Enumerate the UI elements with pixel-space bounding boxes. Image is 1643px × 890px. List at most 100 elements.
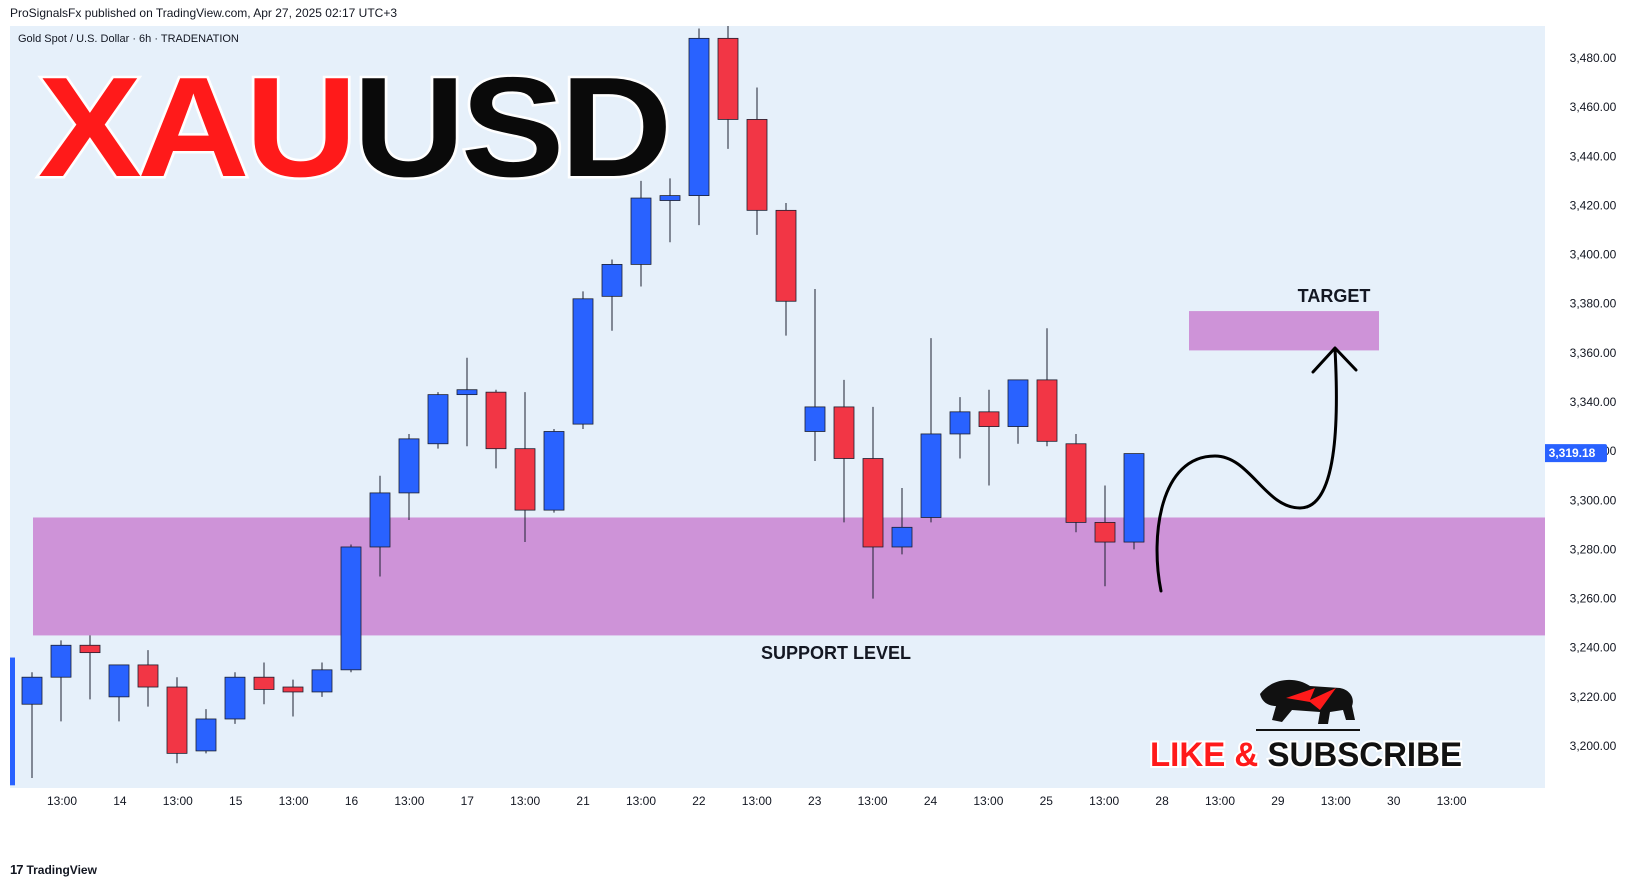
time-tick-label: 13:00 <box>163 794 193 808</box>
candle-body <box>1094 521 1116 543</box>
price-tick-label: 3,380.00 <box>1570 297 1617 311</box>
candle <box>79 635 101 700</box>
candle-body <box>311 669 333 693</box>
target-zone <box>1189 311 1379 351</box>
price-tick-label: 3,440.00 <box>1570 149 1617 163</box>
time-tick-label: 13:00 <box>1321 794 1351 808</box>
time-axis-bg <box>10 788 1545 816</box>
current-price-tag <box>1545 444 1607 463</box>
candle <box>1007 379 1029 444</box>
candle-body <box>514 448 536 511</box>
candlestick-chart[interactable]: 13:00 14 13:00 15 13:00 16 13:00 17 13:00 21 13:00… <box>10 26 1545 816</box>
candle-body <box>833 406 855 459</box>
price-tick-label: 3,260.00 <box>1570 592 1617 606</box>
candle-body <box>891 526 913 548</box>
candle-body <box>775 209 797 302</box>
candle <box>1036 328 1058 447</box>
candle-body <box>282 686 304 693</box>
candle <box>717 26 739 149</box>
candle-body <box>108 664 130 698</box>
time-tick-label: 13:00 <box>394 794 424 808</box>
candle-body <box>978 411 1000 427</box>
time-tick-label: 14 <box>113 794 127 808</box>
time-tick-label: 13:00 <box>47 794 77 808</box>
candle-body <box>1123 453 1145 543</box>
candle <box>137 650 159 707</box>
chart-area[interactable]: Gold Spot / U.S. Dollar · 6h · TRADENATI… <box>10 26 1545 816</box>
time-tick-label: 23 <box>808 794 822 808</box>
footer-brand[interactable]: 17 TradingView <box>10 862 97 877</box>
candle <box>514 392 536 543</box>
price-tick-label: 3,360.00 <box>1570 346 1617 360</box>
time-tick-label: 25 <box>1040 794 1054 808</box>
candle <box>688 28 710 226</box>
candle-body <box>659 195 681 201</box>
candle-body <box>688 37 710 196</box>
publish-header: ProSignalsFx published on TradingView.co… <box>10 6 398 20</box>
candle-body <box>543 431 565 511</box>
candle <box>630 180 652 287</box>
price-tick-label: 3,240.00 <box>1570 641 1617 655</box>
bull-body <box>1260 679 1355 724</box>
candle-body <box>1065 443 1087 523</box>
price-tick-label: 3,280.00 <box>1570 542 1617 556</box>
candle <box>1065 433 1087 533</box>
candle <box>166 677 188 764</box>
time-tick-label: 13:00 <box>626 794 656 808</box>
support-zone <box>33 517 1545 636</box>
candle <box>920 338 942 523</box>
time-tick-label: 16 <box>345 794 359 808</box>
candle <box>804 288 826 461</box>
ampersand: & <box>1234 736 1267 774</box>
candle-body <box>166 686 188 754</box>
partial-candle <box>10 657 15 786</box>
target-label: TARGET <box>1298 286 1371 306</box>
candle-body <box>862 458 884 548</box>
time-tick-label: 21 <box>576 794 590 808</box>
price-tick-label: 3,420.00 <box>1570 198 1617 212</box>
candle-body <box>949 411 971 435</box>
candle-body <box>630 197 652 265</box>
candle-body <box>21 676 43 705</box>
time-tick-label: 13:00 <box>1089 794 1119 808</box>
candle <box>282 679 304 717</box>
candle <box>775 202 797 336</box>
candle-body <box>50 644 72 678</box>
candle-body <box>427 394 449 445</box>
candle <box>543 429 565 513</box>
time-tick-label: 22 <box>692 794 706 808</box>
candle-body <box>572 298 594 425</box>
projection-arrow <box>1155 347 1338 593</box>
candle <box>369 475 391 577</box>
time-tick-label: 24 <box>924 794 938 808</box>
price-tick-label: 3,400.00 <box>1570 248 1617 262</box>
candle-body <box>340 546 362 671</box>
candle <box>456 357 478 447</box>
candle <box>311 662 333 697</box>
time-tick-label: 30 <box>1387 794 1401 808</box>
candle-body <box>137 664 159 688</box>
time-tick-label: 13:00 <box>510 794 540 808</box>
title-xau: XAU <box>38 48 353 207</box>
time-tick-label: 13:00 <box>1205 794 1235 808</box>
price-axis[interactable]: 3,200.00 3,220.00 3,240.00 3,260.00 3,280.00… <box>1545 26 1643 816</box>
time-tick-label: 28 <box>1155 794 1169 808</box>
candle-body <box>485 391 507 450</box>
candle-body <box>804 406 826 432</box>
support-label: SUPPORT LEVEL <box>761 643 911 663</box>
candle <box>572 291 594 430</box>
current-price-label: 3,319.18 <box>1549 446 1596 460</box>
price-tick-label: 3,300.00 <box>1570 493 1617 507</box>
candle-body <box>369 492 391 548</box>
bull-logo-icon <box>1256 679 1360 731</box>
candle <box>108 664 130 722</box>
tradingview-logo-icon: 17 <box>10 862 24 877</box>
candle <box>833 379 855 523</box>
price-tick-label: 3,340.00 <box>1570 395 1617 409</box>
candle <box>978 389 1000 486</box>
candle <box>195 709 217 754</box>
candle <box>340 544 362 673</box>
price-tick-label: 3,200.00 <box>1570 739 1617 753</box>
time-tick-label: 17 <box>461 794 475 808</box>
price-tick-label: 3,480.00 <box>1570 51 1617 65</box>
